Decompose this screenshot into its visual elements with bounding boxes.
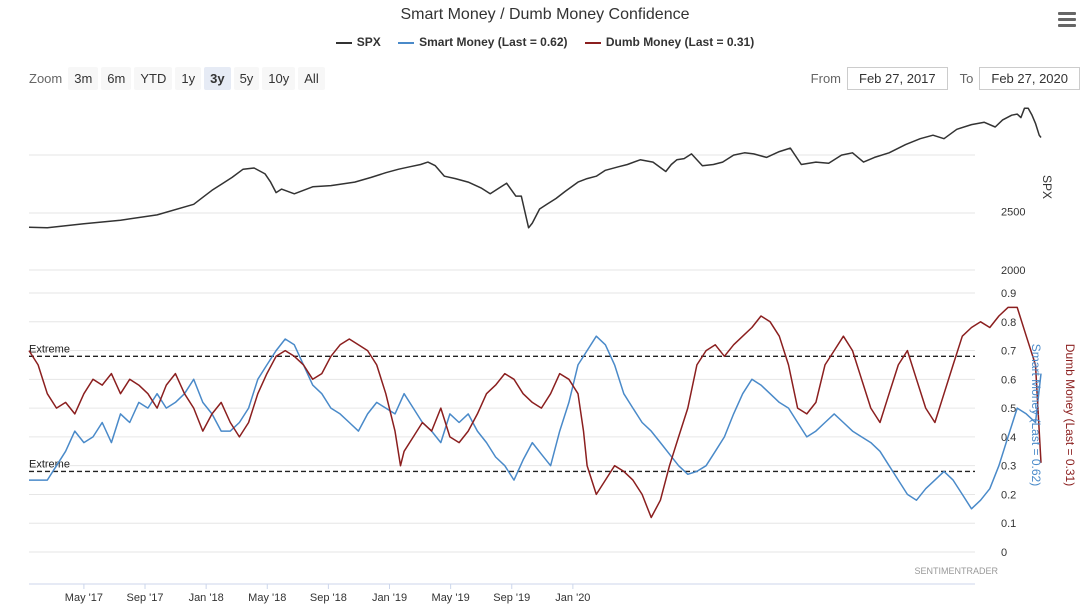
x-tick-label: Jan '19 bbox=[372, 592, 407, 604]
x-tick-label: May '19 bbox=[432, 592, 470, 604]
sentiment-tick-label: 0.3 bbox=[1001, 461, 1016, 473]
series-group bbox=[28, 107, 1042, 519]
credit-label: SENTIMENTRADER bbox=[914, 566, 998, 576]
spx-tick-label: 2500 bbox=[1001, 206, 1025, 218]
x-tick-label: May '18 bbox=[248, 592, 286, 604]
x-tick-label: May '17 bbox=[65, 592, 103, 604]
zoom-6m-button[interactable]: 6m bbox=[101, 67, 132, 90]
sentiment-tick-label: 0.2 bbox=[1001, 489, 1016, 501]
sentiment-axis: 0 0.1 0.2 0.3 0.4 0.5 0.6 0.7 0.8 0.9 bbox=[1001, 288, 1016, 559]
sentiment-tick-label: 0 bbox=[1001, 547, 1007, 559]
x-tick-label: Sep '17 bbox=[127, 592, 164, 604]
sentiment-tick-label: 0.9 bbox=[1001, 288, 1016, 300]
spx-axis: 2000 2500 bbox=[1001, 206, 1025, 277]
date-range: From Feb 27, 2017 To Feb 27, 2020 bbox=[799, 67, 1080, 90]
sentiment-tick-label: 0.8 bbox=[1001, 317, 1016, 329]
zoom-1y-button[interactable]: 1y bbox=[175, 67, 202, 90]
dumb-money-axis-title: Dumb Money (Last = 0.31) bbox=[1063, 344, 1077, 486]
dumb-money-line bbox=[28, 306, 1042, 519]
zoom-bar: Zoom 3m 6m YTD 1y 3y 5y 10y All bbox=[29, 67, 328, 90]
zoom-5y-button[interactable]: 5y bbox=[233, 67, 260, 90]
legend: SPX Smart Money (Last = 0.62) Dumb Money… bbox=[0, 35, 1090, 49]
zoom-ytd-button[interactable]: YTD bbox=[134, 67, 173, 90]
legend-label: SPX bbox=[356, 35, 381, 49]
gridlines bbox=[29, 154, 975, 553]
legend-item-smart-money[interactable]: Smart Money (Last = 0.62) bbox=[398, 35, 568, 49]
spx-line bbox=[28, 107, 1042, 229]
spx-axis-title: SPX bbox=[1040, 175, 1054, 199]
legend-label: Dumb Money (Last = 0.31) bbox=[605, 35, 755, 49]
sentiment-tick-label: 0.4 bbox=[1001, 432, 1016, 444]
zoom-3m-button[interactable]: 3m bbox=[68, 67, 99, 90]
extreme-lines: Extreme Extreme bbox=[29, 343, 975, 473]
legend-item-dumb-money[interactable]: Dumb Money (Last = 0.31) bbox=[584, 35, 755, 49]
legend-label: Smart Money (Last = 0.62) bbox=[419, 35, 568, 49]
line-swatch-icon bbox=[398, 41, 415, 44]
to-label: To bbox=[959, 71, 974, 86]
legend-item-spx[interactable]: SPX bbox=[335, 35, 381, 49]
from-label: From bbox=[810, 71, 842, 86]
zoom-all-button[interactable]: All bbox=[298, 67, 325, 90]
hamburger-menu-icon[interactable] bbox=[1058, 12, 1076, 28]
sentiment-tick-label: 0.1 bbox=[1001, 518, 1016, 530]
line-swatch-icon bbox=[335, 41, 352, 44]
x-tick-label: Jan '20 bbox=[555, 592, 590, 604]
sentiment-tick-label: 0.7 bbox=[1001, 346, 1016, 358]
to-date-input[interactable]: Feb 27, 2020 bbox=[979, 67, 1080, 90]
x-tick-label: Jan '18 bbox=[189, 592, 224, 604]
line-swatch-icon bbox=[584, 41, 601, 44]
smart-money-axis-title: Smart Money (Last = 0.62) bbox=[1029, 344, 1043, 486]
x-tick-label: Sep '18 bbox=[310, 592, 347, 604]
zoom-3y-button[interactable]: 3y bbox=[204, 67, 231, 90]
zoom-label: Zoom bbox=[29, 71, 63, 86]
extreme-label: Extreme bbox=[29, 343, 70, 355]
sentiment-tick-label: 0.5 bbox=[1001, 403, 1016, 415]
sentiment-tick-label: 0.6 bbox=[1001, 374, 1016, 386]
extreme-label: Extreme bbox=[29, 458, 70, 470]
zoom-10y-button[interactable]: 10y bbox=[262, 67, 296, 90]
x-tick-label: Sep '19 bbox=[493, 592, 530, 604]
x-axis: May '17 Sep '17 Jan '18 May '18 Sep '18 Jan '… bbox=[65, 584, 590, 604]
chart-title: Smart Money / Dumb Money Confidence bbox=[400, 6, 690, 23]
smart-money-line bbox=[29, 335, 1042, 510]
spx-tick-label: 2000 bbox=[1001, 265, 1025, 277]
from-date-input[interactable]: Feb 27, 2017 bbox=[847, 67, 948, 90]
